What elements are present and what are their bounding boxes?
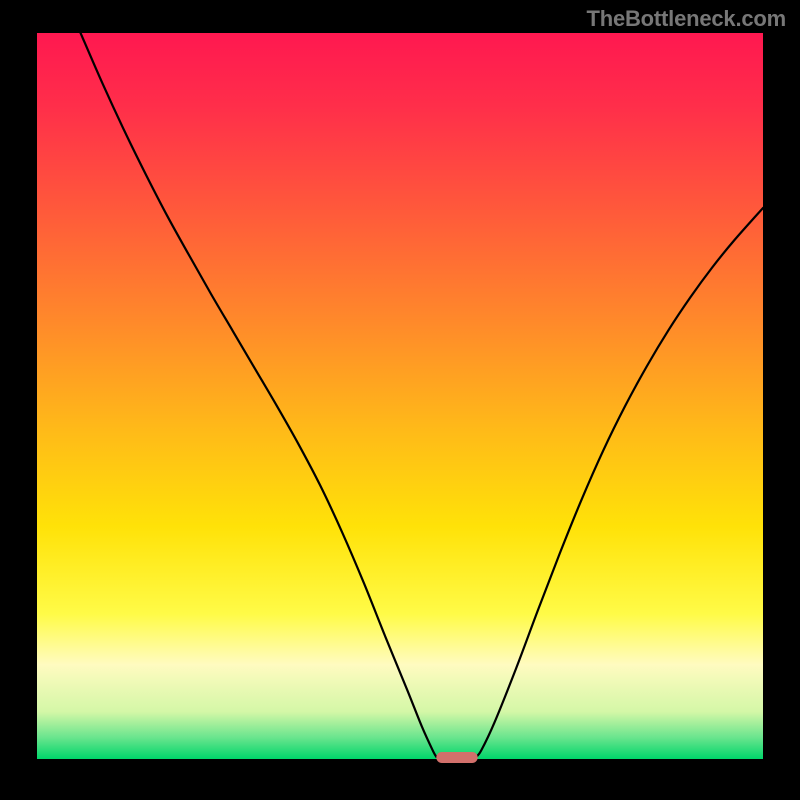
watermark-text: TheBottleneck.com bbox=[586, 6, 786, 32]
plot-background bbox=[37, 33, 763, 759]
optimal-range-marker bbox=[436, 752, 477, 763]
